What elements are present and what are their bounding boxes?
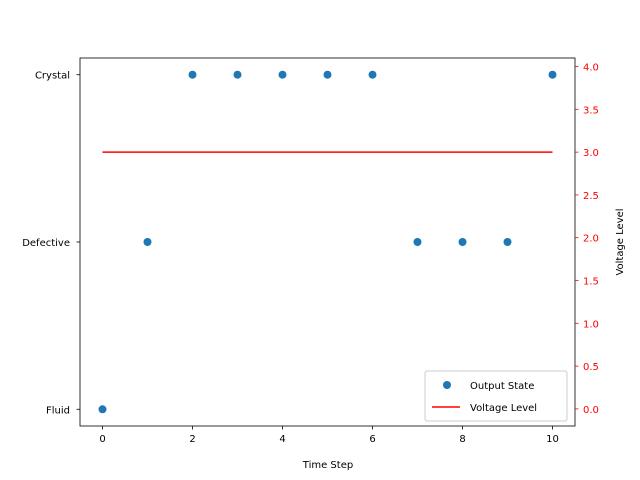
data-point-output-state xyxy=(503,238,512,246)
x-tick-label: 10 xyxy=(546,434,559,445)
x-tick-label: 4 xyxy=(279,434,285,445)
y-right-tick-label: 2.5 xyxy=(583,191,599,202)
data-point-output-state xyxy=(368,70,377,79)
y-left-tick-label: Crystal xyxy=(35,71,70,82)
y-right-tick-label: 3.0 xyxy=(583,148,599,159)
y-left-tick-label: Defective xyxy=(22,238,70,249)
y-left-tick-label: Fluid xyxy=(46,405,70,416)
y-right-tick-label: 1.0 xyxy=(583,319,599,330)
data-point-output-state xyxy=(458,238,467,246)
y-axis-right-label: Voltage Level xyxy=(615,208,626,275)
data-point-output-state xyxy=(143,238,152,246)
legend-box xyxy=(424,370,568,422)
y-right-tick-label: 1.5 xyxy=(583,277,599,288)
x-tick-label: 6 xyxy=(369,434,375,445)
data-point-output-state xyxy=(548,70,557,79)
data-point-output-state xyxy=(323,70,332,79)
y-axis-right: 0.0 0.5 1.0 1.5 2.0 2.5 3.0 3.5 4.0 xyxy=(575,63,599,416)
y-right-tick-label: 3.5 xyxy=(583,105,599,116)
data-point-output-state xyxy=(413,238,422,246)
data-point-output-state xyxy=(278,70,287,79)
y-right-tick-label: 0.0 xyxy=(583,405,599,416)
y-right-tick-label: 2.0 xyxy=(583,234,599,245)
legend-label-voltage-level: Voltage Level xyxy=(470,403,537,414)
y-right-tick-label: 0.5 xyxy=(583,362,599,373)
data-point-output-state xyxy=(188,70,197,79)
x-tick-label: 8 xyxy=(459,434,465,445)
x-tick-label: 0 xyxy=(99,434,105,445)
legend-marker-output-state xyxy=(443,381,451,389)
data-point-output-state xyxy=(98,405,107,414)
legend: Output State Voltage Level xyxy=(424,370,568,422)
legend-label-output-state: Output State xyxy=(470,381,534,392)
x-axis: 0 2 4 6 8 10 xyxy=(99,426,559,445)
x-axis-label: Time Step xyxy=(302,460,353,471)
y-axis-left: Fluid Defective Crystal xyxy=(22,71,80,416)
data-point-output-state xyxy=(233,70,242,79)
plot-area xyxy=(79,57,576,427)
y-right-tick-label: 4.0 xyxy=(583,63,599,74)
x-tick-label: 2 xyxy=(189,434,195,445)
